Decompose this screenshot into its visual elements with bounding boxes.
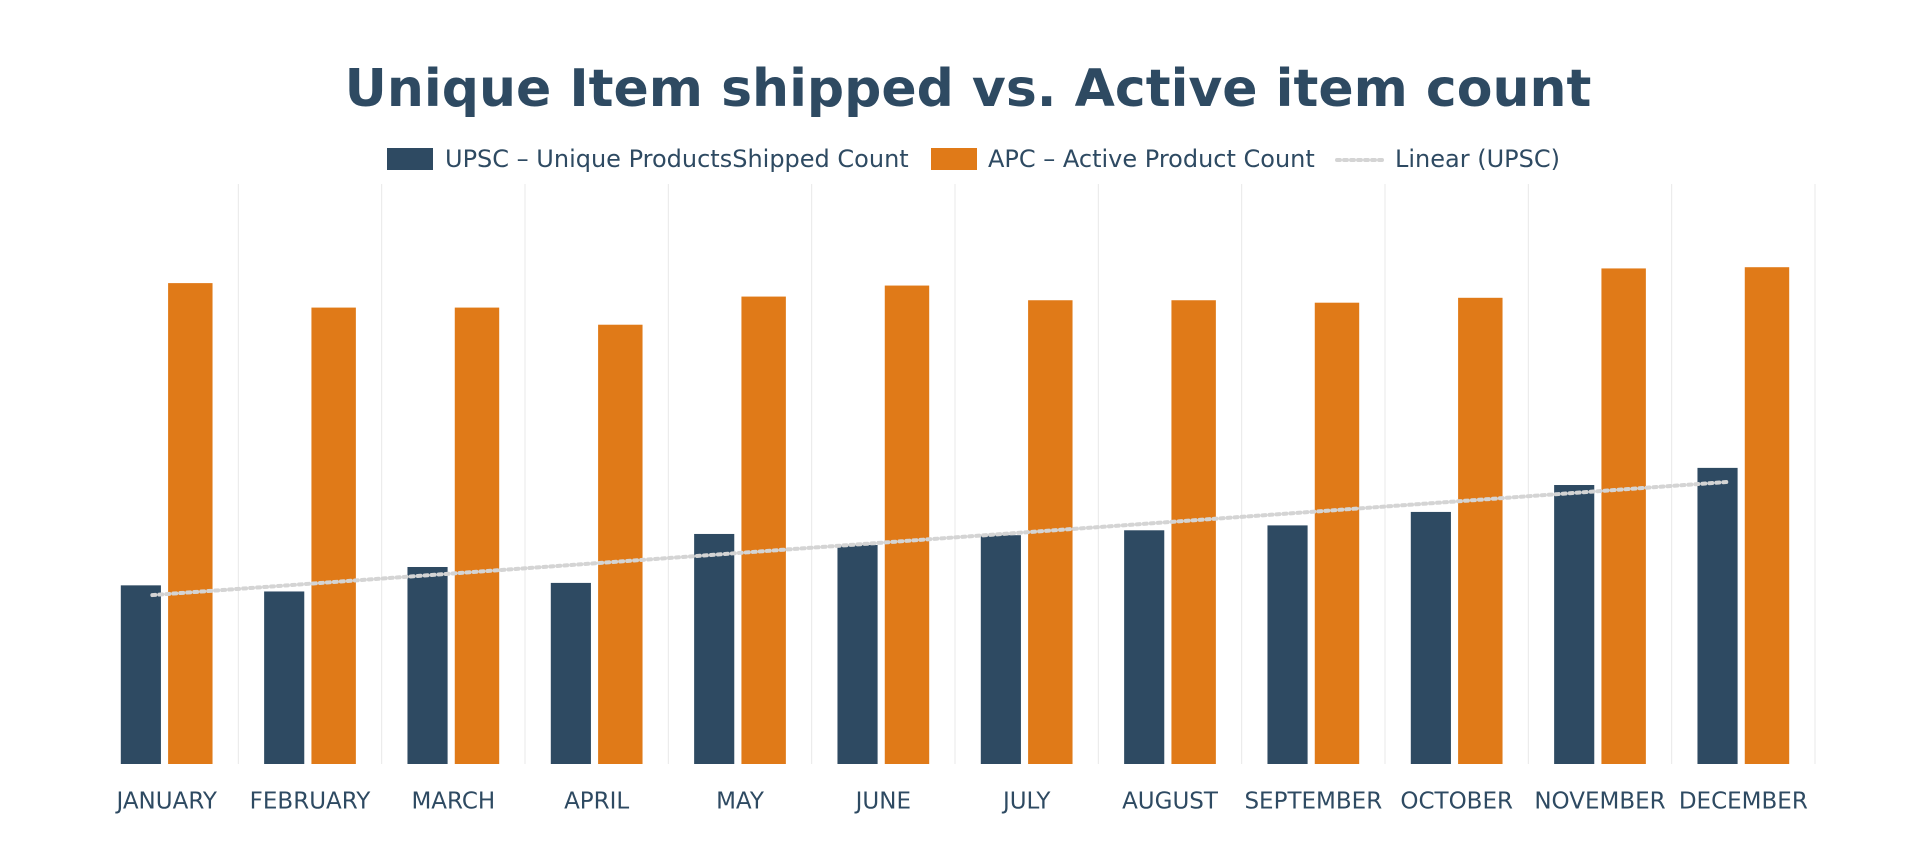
x-tick-label: JULY [1001,789,1051,815]
x-tick-label: SEPTEMBER [1244,789,1382,815]
bar [1697,467,1738,764]
bar [407,566,448,764]
x-tick-label: DECEMBER [1679,789,1808,815]
bar [1171,300,1216,764]
bar [884,285,930,764]
x-tick-label: FEBRUARY [250,789,372,815]
legend: UPSC – Unique ProductsShipped Count APC … [387,145,1560,173]
bar [1601,268,1646,764]
trendline [150,479,1731,598]
bar [1314,302,1360,764]
x-tick-label: MAY [716,789,765,815]
bar [1124,530,1165,764]
x-tick-label: JUNE [854,789,911,815]
bar [454,307,500,764]
chart-title: Unique Item shipped vs. Active item coun… [345,59,1592,119]
legend-label: APC – Active Product Count [988,145,1315,173]
bar [598,324,643,764]
bar [1744,267,1790,764]
legend-swatch [387,148,433,170]
x-tick-label: JANUARY [114,789,217,815]
x-tick-label: MARCH [411,789,495,815]
bar [1458,297,1503,764]
legend-label: UPSC – Unique ProductsShipped Count [445,145,909,173]
bar [1267,525,1308,764]
bar [311,307,356,764]
legend-swatch [931,148,977,170]
bar [694,533,735,764]
x-tick-label: AUGUST [1122,789,1219,815]
bar [837,544,878,764]
bar [264,591,305,764]
bar [1554,485,1595,764]
x-tick-label: NOVEMBER [1534,789,1665,815]
bar [120,585,161,764]
bar [168,283,213,764]
bar [1410,511,1451,764]
bar [741,296,786,764]
x-tick-label: APRIL [564,789,629,815]
legend-label: Linear (UPSC) [1395,145,1560,173]
x-tick-label: OCTOBER [1400,789,1513,815]
bar [980,535,1021,764]
bar [550,582,591,764]
